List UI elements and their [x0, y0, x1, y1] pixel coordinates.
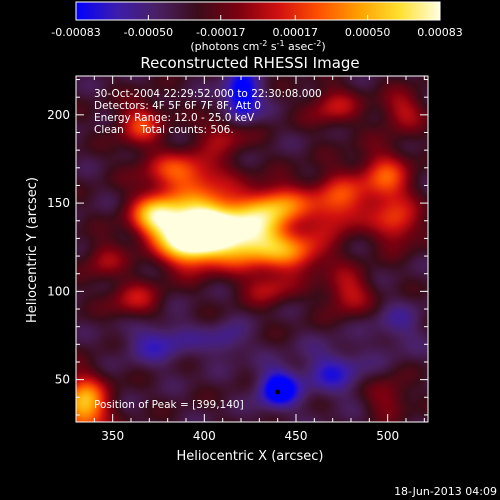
y-tick-label: 100 — [47, 284, 70, 298]
annotation-energy-range: Energy Range: 12.0 - 25.0 keV — [94, 112, 255, 124]
colorbar-unit-sup: -1 — [277, 39, 285, 48]
colorbar-strip — [75, 1, 441, 21]
annotation-detectors: Detectors: 4F 5F 6F 7F 8F, Att 0 — [94, 100, 261, 112]
y-axis-ticks: 50 100 150 200 — [47, 79, 428, 416]
colorbar-unit-part: ) — [321, 40, 325, 53]
y-tick-label: 50 — [55, 373, 70, 387]
plot-frame — [75, 75, 429, 423]
x-tick-label: 400 — [193, 429, 216, 443]
peak-marker-layer — [275, 389, 281, 395]
y-axis-label: Heliocentric Y (arcsec) — [25, 177, 40, 323]
colorbar-unit-sup: -2 — [313, 39, 321, 48]
colorbar-tick-label: 0.00050 — [345, 26, 391, 39]
colorbar-unit-part: asec — [285, 40, 314, 53]
colorbar-ticks: -0.00083 -0.00050 -0.00017 0.00017 0.00050 0.… — [51, 15, 463, 39]
colorbar-tick-label: 0.00017 — [273, 26, 319, 39]
colorbar-unit-label: (photons cm-2 s-1 asec-2) — [190, 39, 325, 53]
colorbar-tick-label: -0.00083 — [51, 26, 100, 39]
colorbar: -0.00083 -0.00050 -0.00017 0.00017 0.00050 0.… — [51, 1, 463, 53]
colorbar-tick-label: -0.00050 — [124, 26, 173, 39]
chart-title: Reconstructed RHESSI Image — [140, 54, 359, 72]
colorbar-tick-label: -0.00017 — [196, 26, 245, 39]
x-tick-label: 500 — [376, 429, 399, 443]
y-tick-label: 150 — [47, 196, 70, 210]
annotation-block: 30-Oct-2004 22:29:52.000 to 22:30:08.000… — [94, 88, 322, 411]
x-tick-label: 450 — [285, 429, 308, 443]
colorbar-tick-label: 0.00083 — [417, 26, 463, 39]
heatmap-image — [76, 76, 428, 422]
y-tick-label: 200 — [47, 108, 70, 122]
colorbar-unit-part: s — [267, 40, 276, 53]
colorbar-unit-sup: -2 — [259, 39, 267, 48]
annotation-clean-counts: Clean Total counts: 506. — [94, 124, 234, 136]
footer-date: 18-Jun-2013 04:09 — [394, 485, 497, 498]
x-axis-label: Heliocentric X (arcsec) — [177, 449, 324, 464]
x-axis-ticks: 350 400 450 500 — [75, 76, 425, 443]
x-tick-label: 350 — [101, 429, 124, 443]
peak-position-label: Position of Peak = [399,140] — [94, 399, 244, 411]
colorbar-unit-part: (photons cm — [190, 40, 259, 53]
heatmap-container — [76, 76, 428, 422]
peak-marker — [275, 389, 281, 395]
annotation-time-range: 30-Oct-2004 22:29:52.000 to 22:30:08.000 — [94, 88, 322, 100]
plot-area: 350 400 450 500 50 100 150 200 — [47, 75, 429, 443]
